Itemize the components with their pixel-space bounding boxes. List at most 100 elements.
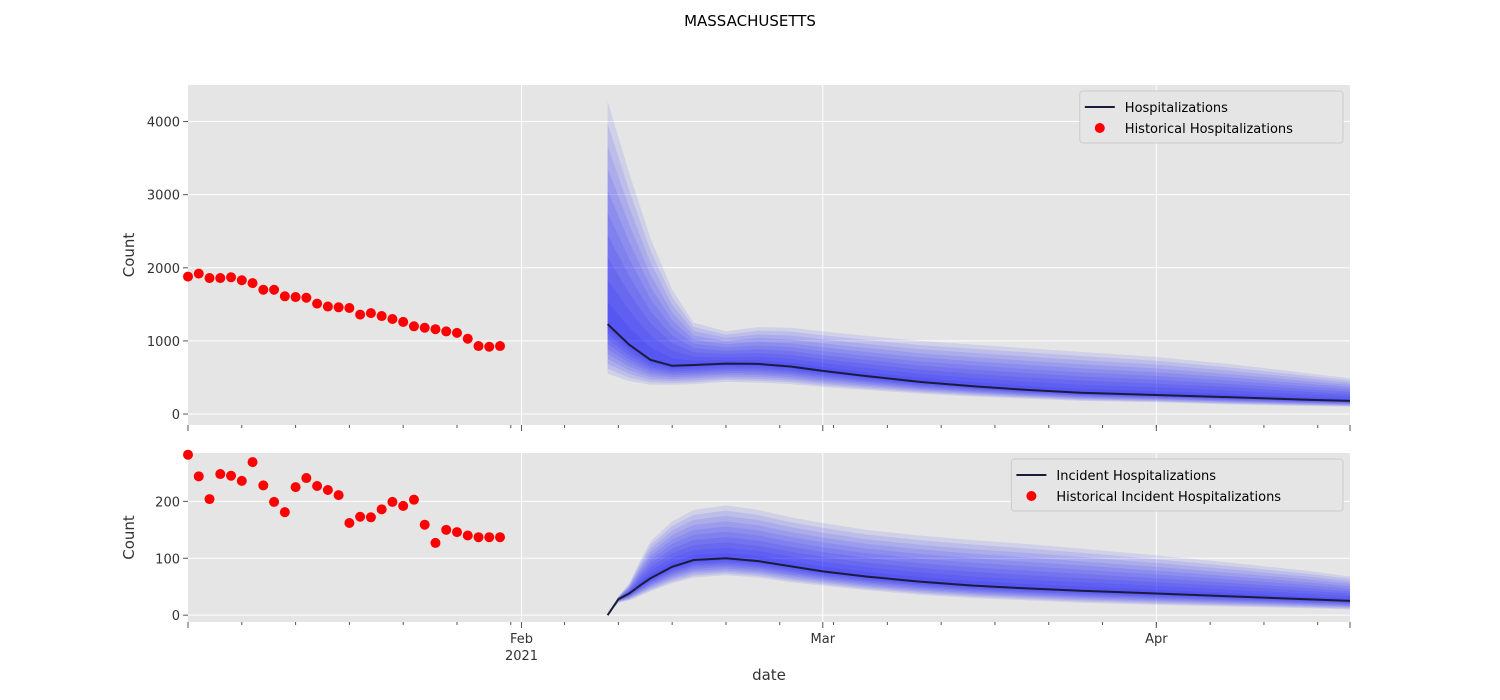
legend-box	[1010, 458, 1344, 512]
historical-point	[387, 496, 398, 507]
historical-point	[301, 473, 312, 484]
y-tick-label: 2000	[147, 262, 180, 277]
historical-point	[430, 537, 441, 548]
chart-suptitle: MASSACHUSETTS	[684, 12, 816, 30]
historical-point	[408, 321, 419, 332]
quantile-band	[607, 515, 1350, 616]
historical-point	[258, 284, 269, 295]
historical-point	[333, 302, 344, 313]
historical-point	[183, 271, 193, 282]
y-tick-label: 3000	[147, 189, 180, 204]
historical-point	[215, 469, 226, 480]
historical-point	[473, 341, 484, 352]
historical-point	[462, 333, 473, 344]
historical-point	[441, 524, 452, 535]
legend-entry-label: Historical Incident Hospitalizations	[1056, 490, 1281, 505]
historical-point	[269, 284, 280, 295]
median-line	[606, 557, 1351, 616]
historical-point	[226, 272, 237, 283]
historical-point	[322, 301, 333, 312]
historical-point	[226, 470, 237, 481]
historical-point	[312, 481, 323, 492]
y-tick-label: 100	[155, 552, 180, 567]
historical-point	[430, 324, 441, 335]
historical-point	[204, 273, 215, 284]
historical-point	[183, 449, 193, 460]
historical-point	[333, 490, 344, 501]
incident-hospitalizations-panel: 0 100 200 Feb 2021 Mar Apr Count date Incident Ho…	[120, 449, 1351, 684]
historical-point	[312, 298, 323, 309]
historical-point	[484, 532, 495, 543]
historical-point	[269, 496, 280, 507]
historical-point	[247, 457, 258, 468]
historical-point	[484, 341, 495, 352]
median-line	[606, 323, 1351, 402]
historical-point	[236, 475, 247, 486]
historical-point	[215, 273, 226, 284]
x-tick-label: Mar	[811, 632, 836, 647]
quantile-band	[607, 542, 1350, 616]
historical-point	[462, 530, 473, 541]
historical-point	[236, 275, 247, 286]
historical-point	[398, 500, 409, 511]
legend-entry-label: Historical Hospitalizations	[1125, 122, 1293, 137]
historical-point	[473, 532, 484, 543]
historical-point	[290, 482, 301, 493]
legend-box	[1079, 90, 1344, 144]
historical-point	[495, 532, 506, 543]
y-axis-label: Count	[120, 233, 138, 278]
legend: Hospitalizations Historical Hospitalizati…	[1079, 90, 1344, 144]
quantile-band	[607, 168, 1350, 405]
historical-point	[193, 471, 204, 482]
quantile-band	[607, 510, 1350, 616]
historical-point	[279, 507, 290, 518]
legend-point-swatch	[1026, 491, 1037, 501]
historical-point	[365, 308, 376, 319]
quantile-band	[607, 101, 1350, 407]
legend-entry-label: Hospitalizations	[1125, 101, 1228, 116]
quantile-band	[607, 521, 1350, 616]
historical-point	[419, 322, 430, 333]
quantile-band	[607, 212, 1350, 404]
legend: Incident Hospitalizations Historical Inci…	[1010, 458, 1344, 512]
historical-point	[376, 504, 387, 515]
historical-point	[290, 292, 301, 303]
historical-point	[451, 527, 462, 538]
historical-point	[398, 316, 409, 327]
y-axis-label: Count	[120, 515, 138, 560]
historical-point	[451, 327, 462, 338]
y-tick-label: 0	[172, 609, 180, 624]
historical-point	[279, 291, 290, 302]
historical-point	[387, 313, 398, 324]
historical-point	[408, 494, 419, 505]
legend-entry-label: Incident Hospitalizations	[1056, 469, 1216, 484]
y-tick-label: 200	[155, 495, 180, 510]
historical-point	[301, 292, 312, 303]
historical-point	[495, 341, 506, 352]
historical-point	[193, 268, 204, 279]
historical-point	[355, 309, 366, 320]
y-tick-label: 0	[172, 408, 180, 423]
historical-point	[344, 303, 355, 314]
historical-point	[247, 278, 258, 289]
quantile-band	[607, 123, 1350, 407]
hospitalizations-panel: 0 1000 2000 3000 4000 Count Hospitalizations Hi…	[120, 85, 1351, 431]
quantile-band	[607, 145, 1350, 406]
historical-point	[441, 326, 452, 337]
quantile-band	[607, 547, 1350, 616]
historical-point	[355, 511, 366, 522]
quantile-band	[607, 190, 1350, 405]
historical-point	[365, 512, 376, 523]
y-tick-label: 4000	[147, 116, 180, 131]
y-tick-label: 1000	[147, 335, 180, 350]
x-tick-sublabel: 2021	[505, 649, 538, 664]
x-tick-label: Feb	[510, 632, 533, 647]
historical-point	[419, 519, 430, 530]
historical-point	[376, 311, 387, 322]
quantile-band	[607, 505, 1350, 616]
quantile-band	[607, 553, 1350, 616]
historical-point	[344, 517, 355, 528]
quantile-band	[607, 234, 1350, 404]
x-axis-label: date	[752, 666, 786, 684]
